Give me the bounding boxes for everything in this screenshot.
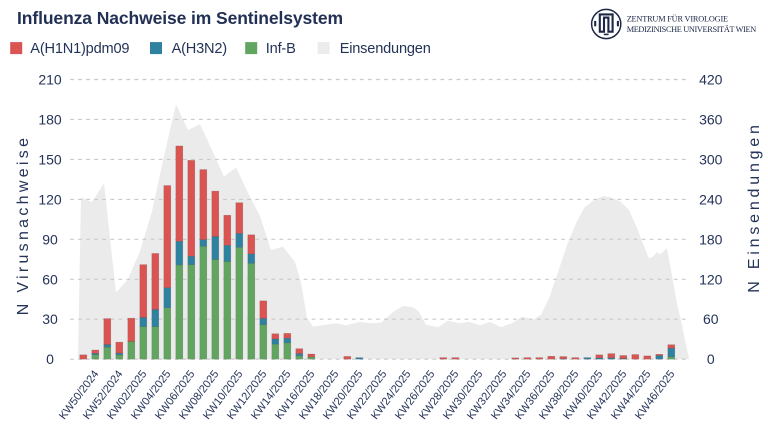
svg-text:90: 90 [42,231,58,247]
svg-text:180: 180 [699,231,723,247]
svg-text:ZENTRUM FÜR VIROLOGIE: ZENTRUM FÜR VIROLOGIE [627,14,728,23]
svg-text:420: 420 [699,72,723,88]
svg-text:MEDIZINISCHE UNIVERSITÄT WIEN: MEDIZINISCHE UNIVERSITÄT WIEN [627,25,757,34]
svg-text:0: 0 [46,351,54,367]
svg-text:0: 0 [707,351,715,367]
svg-text:30: 30 [42,311,58,327]
svg-text:300: 300 [699,151,723,167]
svg-text:120: 120 [699,271,723,287]
svg-text:60: 60 [42,271,58,287]
svg-text:Influenza Nachweise im Sentine: Influenza Nachweise im Sentinelsystem [17,8,343,28]
svg-text:210: 210 [38,72,62,88]
svg-text:N Einsendungen: N Einsendungen [746,121,763,293]
svg-text:N Virusnachweise: N Virusnachweise [15,135,32,316]
svg-text:120: 120 [38,191,62,207]
svg-text:240: 240 [699,191,723,207]
svg-text:Inf-B: Inf-B [266,41,296,57]
svg-text:360: 360 [699,111,723,127]
svg-text:180: 180 [38,111,62,127]
svg-text:60: 60 [703,311,719,327]
svg-text:150: 150 [38,151,62,167]
svg-text:A(H1N1)pdm09: A(H1N1)pdm09 [30,41,129,57]
svg-text:Einsendungen: Einsendungen [340,41,431,57]
svg-text:A(H3N2): A(H3N2) [172,41,227,57]
